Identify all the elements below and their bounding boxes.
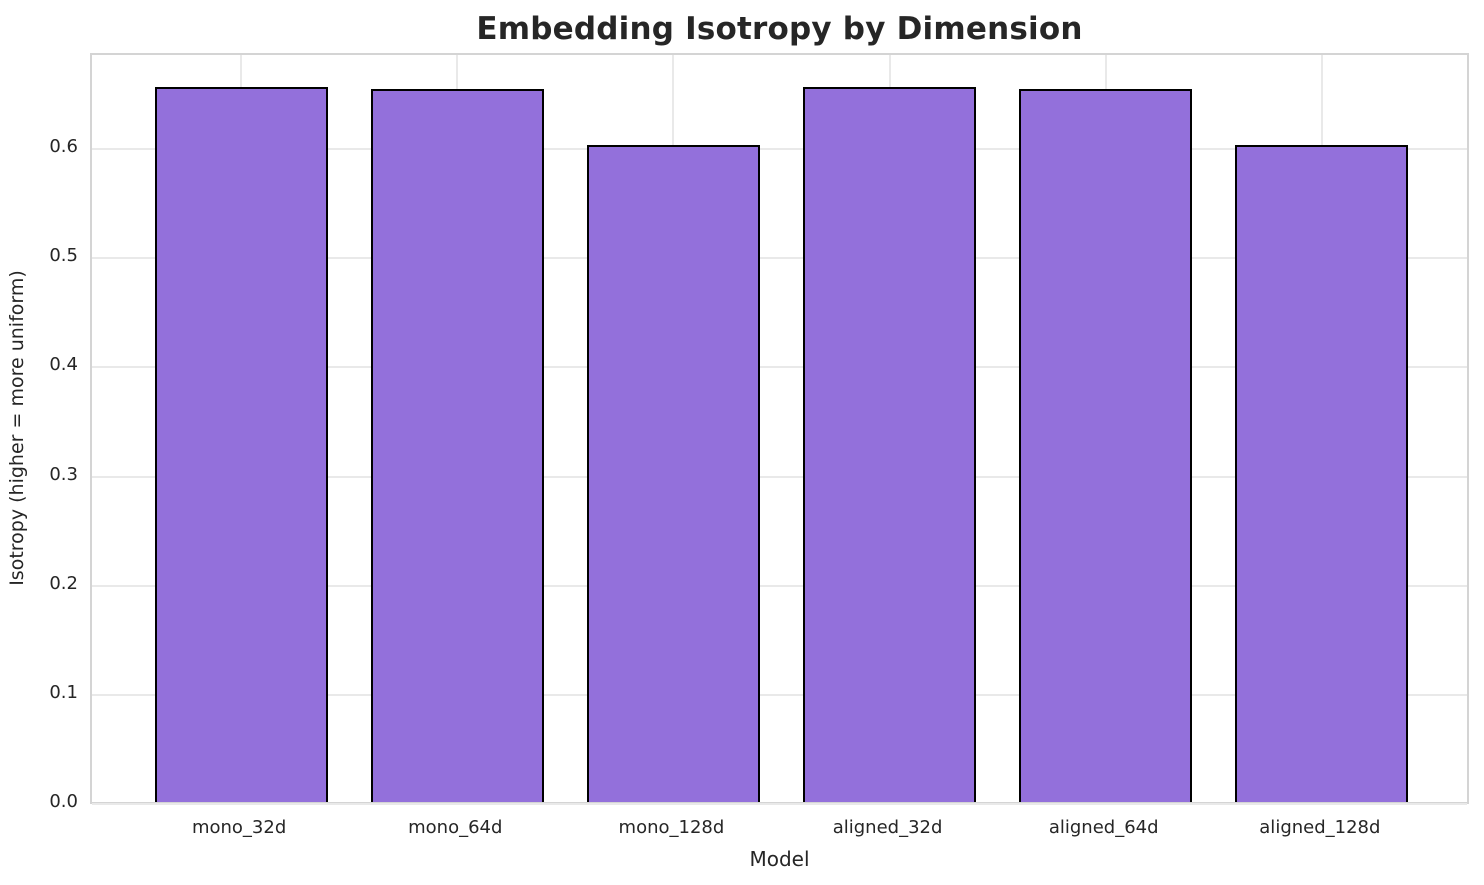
y-tick-label: 0.1 <box>49 681 78 703</box>
y-tick-label: 0.4 <box>49 354 78 376</box>
plot-area <box>90 53 1469 805</box>
horizontal-gridline <box>92 693 1467 696</box>
y-axis-label-text: Isotropy (higher = more uniform) <box>6 270 28 586</box>
x-tick-label: mono_32d <box>191 817 287 838</box>
bar-aligned_128d <box>1235 144 1409 802</box>
y-tick-label: 0.0 <box>49 791 78 812</box>
horizontal-gridline <box>92 366 1467 369</box>
y-tick-label: 0.2 <box>49 572 78 594</box>
x-axis-label: Model <box>749 847 810 871</box>
horizontal-gridline <box>92 803 1467 805</box>
bar-aligned_64d <box>1019 89 1193 802</box>
x-tick-label: aligned_32d <box>832 817 943 838</box>
bar-mono_64d <box>370 89 544 802</box>
horizontal-gridline <box>92 257 1467 260</box>
bar-mono_128d <box>586 144 760 802</box>
y-tick-label: 0.6 <box>49 136 78 158</box>
horizontal-gridline <box>92 148 1467 151</box>
horizontal-gridline <box>92 584 1467 587</box>
bar-mono_32d <box>154 87 328 802</box>
x-tick-label: mono_128d <box>618 817 725 838</box>
horizontal-gridline <box>92 475 1467 478</box>
x-tick-label: mono_64d <box>408 817 503 838</box>
y-tick-label: 0.5 <box>49 245 78 267</box>
x-tick-label: aligned_64d <box>1048 817 1159 838</box>
x-tick-label: aligned_128d <box>1259 817 1381 838</box>
y-tick-label: 0.3 <box>49 463 78 485</box>
bar-aligned_32d <box>803 87 977 802</box>
chart-title: Embedding Isotropy by Dimension <box>476 11 1083 47</box>
